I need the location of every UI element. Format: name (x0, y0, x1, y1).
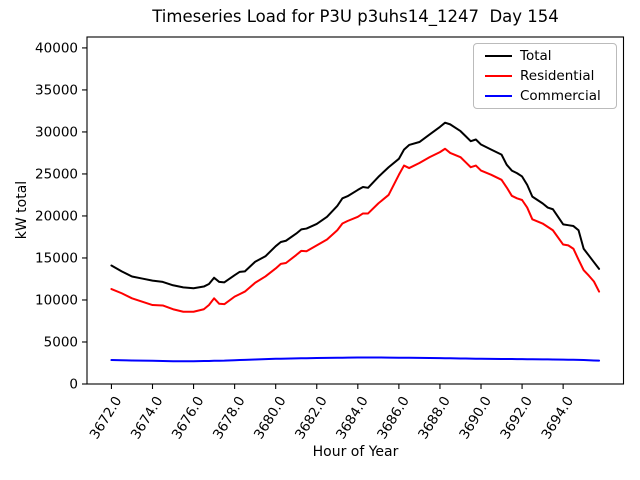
legend: Total Residential Commercial (473, 43, 617, 109)
x-tick-label: 3694.0 (538, 394, 577, 443)
x-tick-label: 3678.0 (210, 394, 249, 443)
series-line-residential (110, 147, 601, 313)
series-line-total (110, 121, 601, 290)
axes-frame (86, 36, 625, 385)
y-tick-label: 40000 (35, 41, 78, 57)
y-tick-label: 10000 (35, 293, 78, 309)
x-tick-label: 3692.0 (497, 394, 536, 443)
legend-item-commercial: Commercial (474, 86, 616, 106)
y-tick-label: 20000 (35, 209, 78, 225)
y-tick-label: 15000 (35, 251, 78, 267)
legend-item-residential: Residential (474, 66, 616, 86)
y-tick-label: 35000 (35, 83, 78, 99)
x-tick-label: 3674.0 (128, 394, 167, 443)
y-tick-label: 30000 (35, 125, 78, 141)
y-tick-label: 25000 (35, 167, 78, 183)
x-tick-label: 3682.0 (292, 394, 331, 443)
y-tick-label: 0 (69, 377, 78, 393)
y-tick-label: 5000 (44, 335, 78, 351)
legend-swatch-commercial (485, 95, 512, 97)
series-line-commercial (110, 356, 601, 363)
legend-swatch-total (485, 55, 512, 57)
x-tick-label: 3672.0 (87, 394, 126, 443)
x-tick-label: 3680.0 (251, 394, 290, 443)
legend-label: Total (520, 48, 552, 64)
x-tick-label: 3686.0 (374, 394, 413, 443)
x-tick-label: 3676.0 (169, 394, 208, 443)
y-axis-label: kW total (14, 180, 30, 240)
legend-label: Residential (520, 68, 595, 84)
x-tick-label: 3688.0 (415, 394, 454, 443)
legend-item-total: Total (474, 46, 616, 66)
x-axis-label: Hour of Year (312, 444, 399, 460)
x-tick-label: 3690.0 (456, 394, 495, 443)
legend-swatch-residential (485, 75, 512, 77)
chart-title: Timeseries Load for P3U p3uhs14_1247 Day… (152, 7, 559, 26)
x-tick-label: 3684.0 (333, 394, 372, 443)
legend-label: Commercial (520, 88, 601, 104)
